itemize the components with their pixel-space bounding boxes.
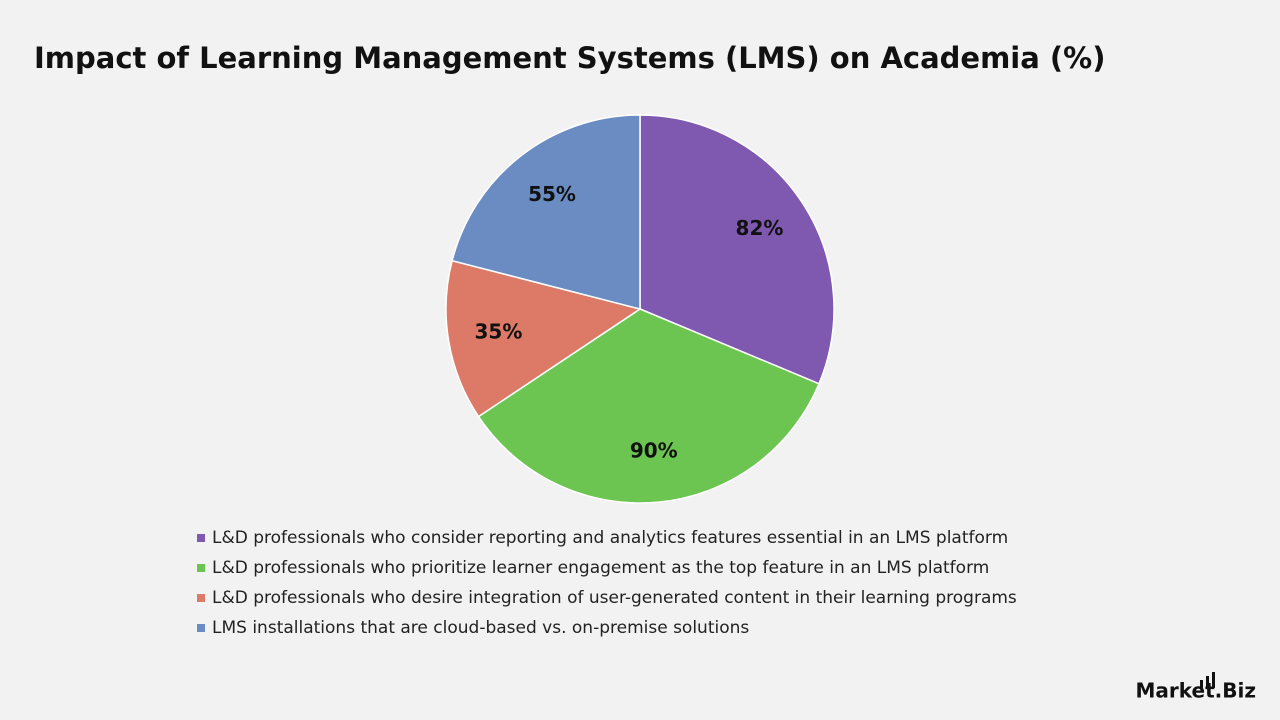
legend-entry: L&D professionals who prioritize learner…	[212, 558, 989, 578]
pie-slice	[639, 114, 835, 385]
legend-entry: L&D professionals who desire integration…	[212, 588, 1017, 608]
legend-marker	[197, 624, 205, 632]
pie-slice	[445, 259, 642, 418]
data-label: 82%	[736, 216, 784, 240]
brand: Market.Biz	[1136, 679, 1257, 703]
legend-marker	[197, 594, 205, 602]
legend-marker	[197, 534, 205, 542]
brand-icon	[1200, 672, 1215, 688]
data-label: 35%	[475, 319, 523, 343]
pie-slice	[477, 308, 820, 504]
legend-marker	[197, 564, 205, 572]
legend-entry: L&D professionals who consider reporting…	[212, 528, 1008, 548]
legend-entry: LMS installations that are cloud-based v…	[212, 618, 749, 638]
data-label: 55%	[528, 182, 576, 206]
pie-slice	[451, 114, 641, 310]
chart-title: Impact of Learning Management Systems (L…	[34, 41, 1105, 75]
data-label: 90%	[630, 438, 678, 462]
